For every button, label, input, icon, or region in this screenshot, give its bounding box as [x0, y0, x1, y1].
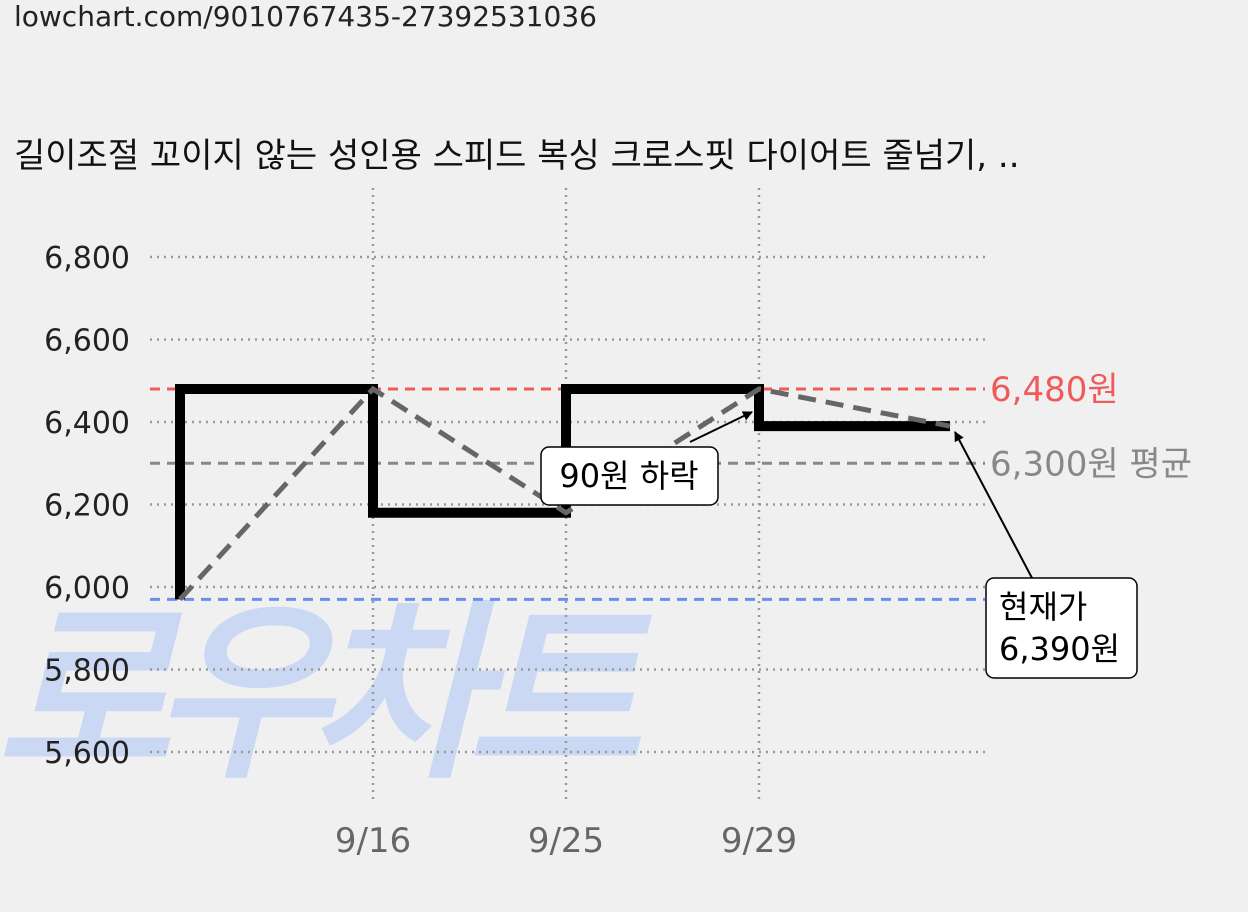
- y-tick-label: 6,200: [44, 489, 130, 524]
- current-price-arrow: [954, 431, 1033, 579]
- reference-line-label: 6,300원 평균: [990, 444, 1192, 484]
- y-tick-label: 5,600: [44, 736, 130, 771]
- drop-annotation: 90원 하락: [540, 411, 753, 506]
- drop-annotation-box: [540, 446, 719, 506]
- current-price-box: [985, 577, 1138, 679]
- x-tick-label: 9/25: [528, 821, 604, 861]
- axes: 5,600 5,800 6,000 6,200 6,400 6,600 6,800 9/16 9…: [44, 241, 797, 861]
- y-tick-label: 6,800: [44, 241, 130, 276]
- drop-annotation-arrow: [689, 411, 753, 443]
- current-price-label: 현재가: [999, 588, 1087, 626]
- y-tick-label: 6,400: [44, 406, 130, 441]
- y-tick-label: 6,000: [44, 571, 130, 606]
- trend-dashed-line: [178, 385, 951, 602]
- current-price-annotation: 현재가 6,390원: [954, 431, 1138, 679]
- watermark: 로우차트: [0, 584, 653, 805]
- chart-title: 길이조절 꼬이지 않는 성인용 스피드 복싱 크로스핏 다이어트 줄넘기, ..: [14, 136, 1020, 176]
- current-price-value: 6,390원: [999, 630, 1120, 668]
- drop-annotation-text: 90원 하락: [559, 457, 698, 495]
- series: [175, 384, 951, 602]
- x-tick-label: 9/16: [335, 821, 411, 861]
- y-tick-label: 6,600: [44, 324, 130, 359]
- x-tick-label: 9/29: [721, 821, 797, 861]
- reference-line-label: 6,480원: [990, 370, 1119, 410]
- url-text: lowchart.com/9010767435-27392531036: [14, 0, 597, 33]
- y-tick-label: 5,800: [44, 654, 130, 689]
